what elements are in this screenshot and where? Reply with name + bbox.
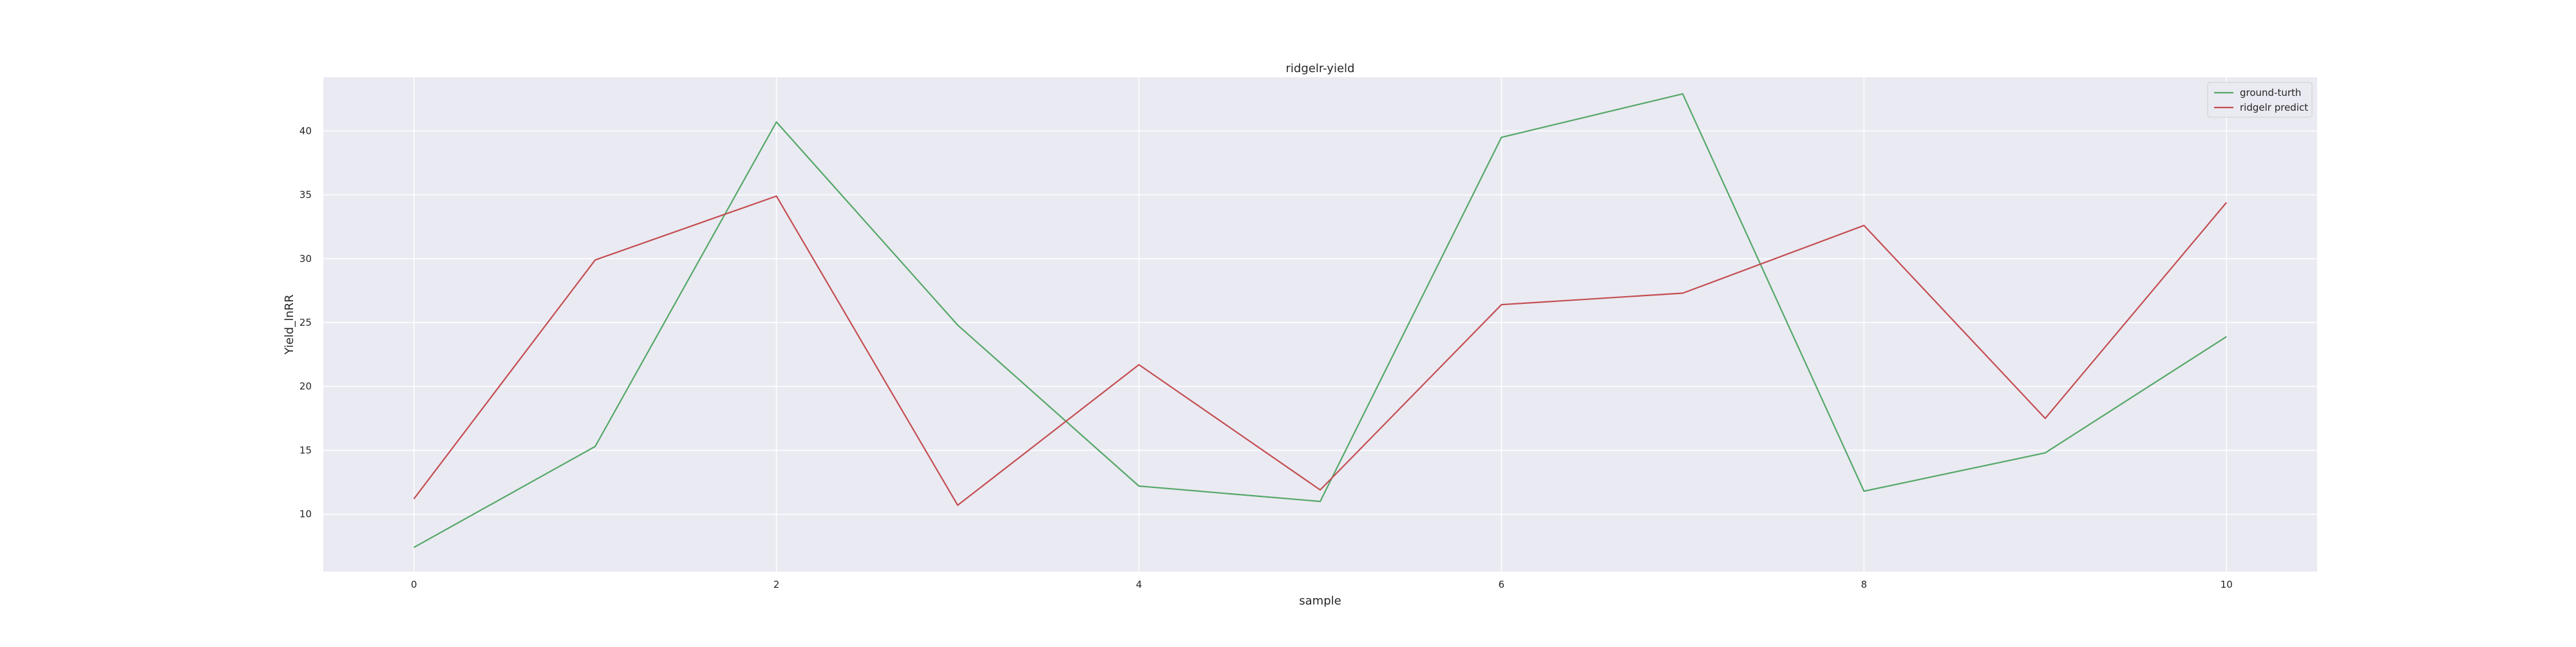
series-line — [413, 93, 2227, 549]
chart-title: ridgelr-yield — [1286, 62, 1355, 75]
y-axis-label: Yield_lnRR — [283, 294, 296, 355]
x-tick-label: 6 — [1499, 579, 1505, 590]
plot-area — [323, 77, 2317, 572]
y-tick-label: 20 — [299, 380, 312, 392]
axis-ticks: 0 2 4 6 8 10 10 15 20 25 30 35 40 — [299, 125, 2233, 590]
y-tick-label: 40 — [299, 125, 312, 136]
y-tick-label: 25 — [299, 317, 312, 328]
legend-box — [2207, 82, 2313, 118]
series-lines — [413, 93, 2228, 549]
series-line — [413, 195, 2228, 506]
y-tick-label: 30 — [299, 253, 312, 265]
grid — [323, 77, 2317, 572]
y-tick-label: 15 — [299, 444, 312, 456]
y-tick-label: 10 — [299, 509, 312, 520]
x-tick-label: 10 — [2221, 579, 2233, 590]
x-axis-label: sample — [1299, 594, 1341, 608]
x-tick-label: 8 — [1861, 579, 1868, 590]
legend: ground-turth ridgelr predict — [2207, 82, 2313, 118]
x-tick-label: 2 — [773, 579, 780, 590]
legend-label: ridgelr predict — [2240, 102, 2308, 113]
x-tick-label: 4 — [1136, 579, 1142, 590]
legend-label: ground-turth — [2240, 87, 2301, 98]
x-tick-label: 0 — [411, 579, 417, 590]
y-tick-label: 35 — [299, 189, 312, 201]
